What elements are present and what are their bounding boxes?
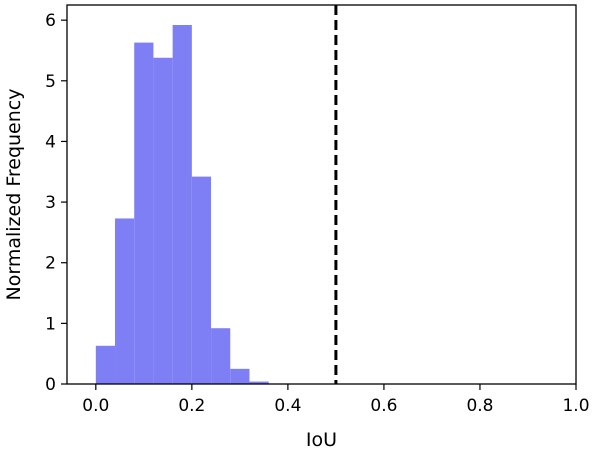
histogram-bar — [191, 176, 212, 384]
y-axis: 0 1 2 3 4 5 6 — [45, 11, 67, 395]
y-tick-label: 1 — [45, 314, 56, 334]
y-axis-label: Normalized Frequency — [3, 89, 25, 301]
histogram-bar — [230, 368, 250, 384]
histogram-bar — [95, 345, 116, 384]
histogram-bars — [95, 25, 269, 384]
x-tick-label: 0.6 — [370, 396, 397, 416]
plot-frame — [66, 4, 577, 385]
y-tick-label: 0 — [45, 375, 56, 395]
y-tick-label: 2 — [45, 254, 56, 274]
x-tick-label: 0.2 — [178, 396, 205, 416]
x-tick-label: 1.0 — [562, 396, 589, 416]
x-tick-label: 0.0 — [82, 396, 109, 416]
histogram-bar — [249, 381, 269, 384]
x-axis: 0.0 0.2 0.4 0.6 0.8 1.0 — [82, 384, 590, 416]
y-tick-label: 3 — [45, 193, 56, 213]
y-tick-label: 5 — [45, 72, 56, 92]
x-axis-label: IoU — [306, 429, 337, 451]
histogram-bar — [211, 328, 231, 384]
y-tick-label: 4 — [45, 132, 56, 152]
x-tick-label: 0.8 — [466, 396, 493, 416]
y-tick-label: 6 — [45, 11, 56, 31]
x-tick-label: 0.4 — [274, 396, 301, 416]
histogram-bar — [172, 25, 192, 384]
histogram-bar — [115, 218, 135, 384]
histogram-bar — [153, 57, 173, 384]
histogram-bar — [134, 42, 154, 384]
